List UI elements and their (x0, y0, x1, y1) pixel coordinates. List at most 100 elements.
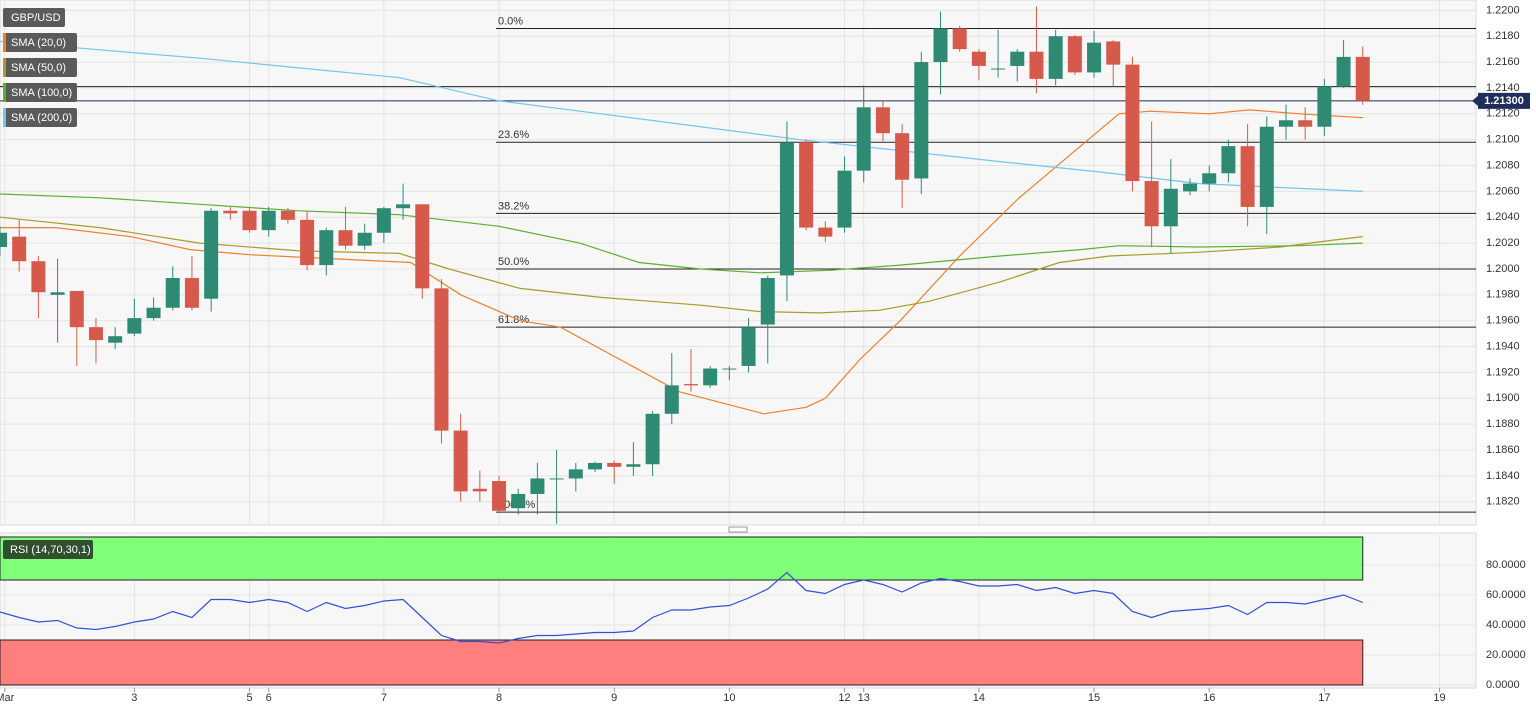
legend-label: SMA (200,0) (11, 112, 72, 124)
candle-body (818, 227, 833, 237)
x-tick-label: 16 (1203, 692, 1215, 704)
legend-swatch (3, 83, 6, 102)
sma-line (0, 193, 1363, 274)
x-tick-label: 13 (858, 692, 870, 704)
candle-body (856, 107, 871, 171)
x-tick-label: 14 (973, 692, 985, 704)
candle-body (1183, 183, 1198, 192)
y-tick-label: 1.2020 (1486, 237, 1520, 249)
legend-label: GBP/USD (11, 12, 61, 24)
candle-body (31, 261, 46, 293)
legend-box (3, 108, 77, 127)
sma-line (0, 40, 1363, 192)
y-tick-label: 1.1900 (1486, 392, 1520, 404)
candle-body (607, 462, 622, 467)
y-tick-label: 1.1980 (1486, 289, 1520, 301)
legend-box (3, 58, 77, 77)
legend-swatch (3, 58, 6, 77)
y-tick-label: 1.2060 (1486, 185, 1520, 197)
candle-body (108, 336, 123, 343)
legend-label: SMA (20,0) (11, 37, 66, 49)
candle-body (952, 28, 967, 50)
legend-label: SMA (50,0) (11, 62, 66, 74)
candle-body (1221, 146, 1236, 174)
candle-body (1067, 36, 1082, 73)
candle-body (261, 210, 276, 231)
candle-body (69, 290, 84, 328)
candle-body (971, 51, 986, 66)
x-tick-label: 19 (1433, 692, 1445, 704)
candle-body (837, 170, 852, 228)
candle-body (1259, 126, 1274, 207)
legend-box (3, 8, 65, 27)
rsi-line (0, 571, 1364, 644)
candle-body (1048, 36, 1063, 79)
candle-body (396, 204, 411, 209)
fib-label: 61.8% (498, 314, 529, 326)
panel-resize-handle[interactable] (728, 526, 748, 533)
candle-body (1087, 42, 1102, 73)
y-tick-label: 20.0000 (1486, 649, 1526, 661)
legend-box (3, 83, 77, 102)
candle-body (914, 62, 929, 179)
candle-body (1278, 120, 1293, 127)
y-tick-label: 1.1820 (1486, 496, 1520, 508)
candle-body (799, 142, 814, 228)
y-tick-label: 1.1960 (1486, 315, 1520, 327)
candle-body (991, 68, 1006, 70)
x-tick-label: 6 (266, 692, 272, 704)
candle-body (1202, 173, 1217, 184)
legend-box (3, 540, 93, 559)
y-tick-label: 1.2000 (1486, 263, 1520, 275)
candle-body (338, 230, 353, 246)
x-tick-label: 5 (246, 692, 252, 704)
candle-body (492, 481, 507, 511)
candle-body (88, 327, 103, 341)
y-tick-label: 1.2160 (1486, 56, 1520, 68)
y-tick-label: 60.0000 (1486, 589, 1526, 601)
candle-body (760, 278, 775, 325)
fib-label: 0.0% (498, 15, 523, 27)
x-tick-label: 15 (1088, 692, 1100, 704)
candle-body (875, 107, 890, 134)
last-price-box (1478, 92, 1530, 109)
candle-body (376, 208, 391, 233)
candle-body (1355, 56, 1370, 101)
y-tick-label: 1.2200 (1486, 4, 1520, 16)
y-tick-label: 1.2040 (1486, 211, 1520, 223)
candle-body (722, 368, 737, 370)
candle-body (530, 478, 545, 494)
overbought-zone (0, 536, 1364, 581)
candle-body (1125, 64, 1140, 182)
candle-body (127, 318, 142, 334)
candle-body (664, 385, 679, 414)
candle-body (165, 278, 180, 308)
candle-body (895, 133, 910, 180)
sma-line (0, 109, 1363, 415)
x-tick-label: 8 (496, 692, 502, 704)
x-tick-label: 7 (381, 692, 387, 704)
candle-body (280, 210, 295, 220)
candle-body (415, 204, 430, 289)
candle-body (683, 384, 698, 386)
y-tick-label: 1.1840 (1486, 470, 1520, 482)
candle-body (472, 488, 487, 492)
legend-box (3, 33, 77, 52)
candle-body (511, 493, 526, 509)
candle-body (242, 210, 257, 231)
y-tick-label: 1.2080 (1486, 159, 1520, 171)
candle-body (645, 413, 660, 465)
candle-body (588, 462, 603, 470)
candle-body (434, 288, 449, 431)
candle-body (0, 232, 7, 247)
candle-body (50, 292, 65, 295)
y-tick-label: 1.2100 (1486, 134, 1520, 146)
x-tick-label: 12 (838, 692, 850, 704)
x-tick-label: 3 (131, 692, 137, 704)
y-tick-label: 1.2180 (1486, 30, 1520, 42)
candle-body (549, 478, 564, 480)
candle-body (184, 278, 199, 308)
candle-body (1240, 146, 1255, 207)
